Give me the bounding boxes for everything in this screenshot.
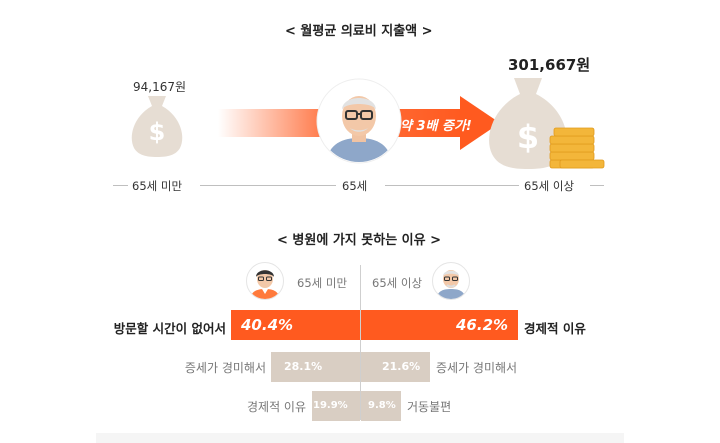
center-divider (360, 265, 361, 420)
right-bar-1 (361, 310, 518, 340)
right-reason-1: 경제적 이유 (524, 321, 586, 336)
right-value-2: 21.6% (382, 360, 421, 373)
timeline-label-65: 65세 (342, 179, 368, 193)
svg-text:$: $ (517, 118, 539, 156)
hospital-reasons-title: < 병원에 가지 못하는 이유 > (277, 233, 442, 248)
right-value-3: 9.8% (368, 400, 396, 411)
right-bar-2 (361, 352, 430, 382)
left-reason-3: 경제적 이유 (246, 400, 306, 414)
right-reason-3: 거동불편 (407, 400, 452, 414)
right-reason-2: 증세가 경미해서 (436, 361, 518, 375)
timeline-segment (200, 185, 336, 186)
left-value-3: 19.9% (313, 400, 348, 411)
timeline-segment (113, 185, 128, 186)
elderly-person-small-avatar (432, 262, 470, 300)
medical-expense-title: < 월평균 의료비 지출액 > (285, 24, 433, 39)
svg-text:$: $ (149, 118, 166, 146)
money-bag-coins-icon: $ (489, 78, 605, 169)
timeline-label-under65: 65세 미만 (132, 179, 183, 193)
young-person-avatar (246, 262, 284, 300)
left-bar-2 (271, 352, 360, 382)
money-bag-icon: $ (131, 96, 183, 157)
increase-label: 약 3배 증가! (400, 119, 472, 134)
left-reason-2: 증세가 경미해서 (184, 361, 266, 375)
left-bar-1 (231, 310, 360, 340)
over65-amount: 301,667원 (508, 56, 591, 74)
left-reason-1: 방문할 시간이 없어서 (113, 321, 226, 336)
right-bar-3 (361, 391, 401, 421)
timeline-segment (590, 185, 604, 186)
left-value-1: 40.4% (241, 316, 294, 334)
under65-amount: 94,167원 (133, 80, 187, 94)
group-label-over65: 65세 이상 (372, 276, 423, 290)
left-value-2: 28.1% (284, 360, 323, 373)
timeline-segment (385, 185, 519, 186)
right-value-1: 46.2% (456, 316, 509, 334)
elderly-person-avatar (316, 78, 402, 164)
timeline-label-over65: 65세 이상 (524, 179, 575, 193)
left-bar-3 (312, 391, 360, 421)
bottom-panel (96, 433, 624, 443)
group-label-under65: 65세 미만 (297, 276, 348, 290)
